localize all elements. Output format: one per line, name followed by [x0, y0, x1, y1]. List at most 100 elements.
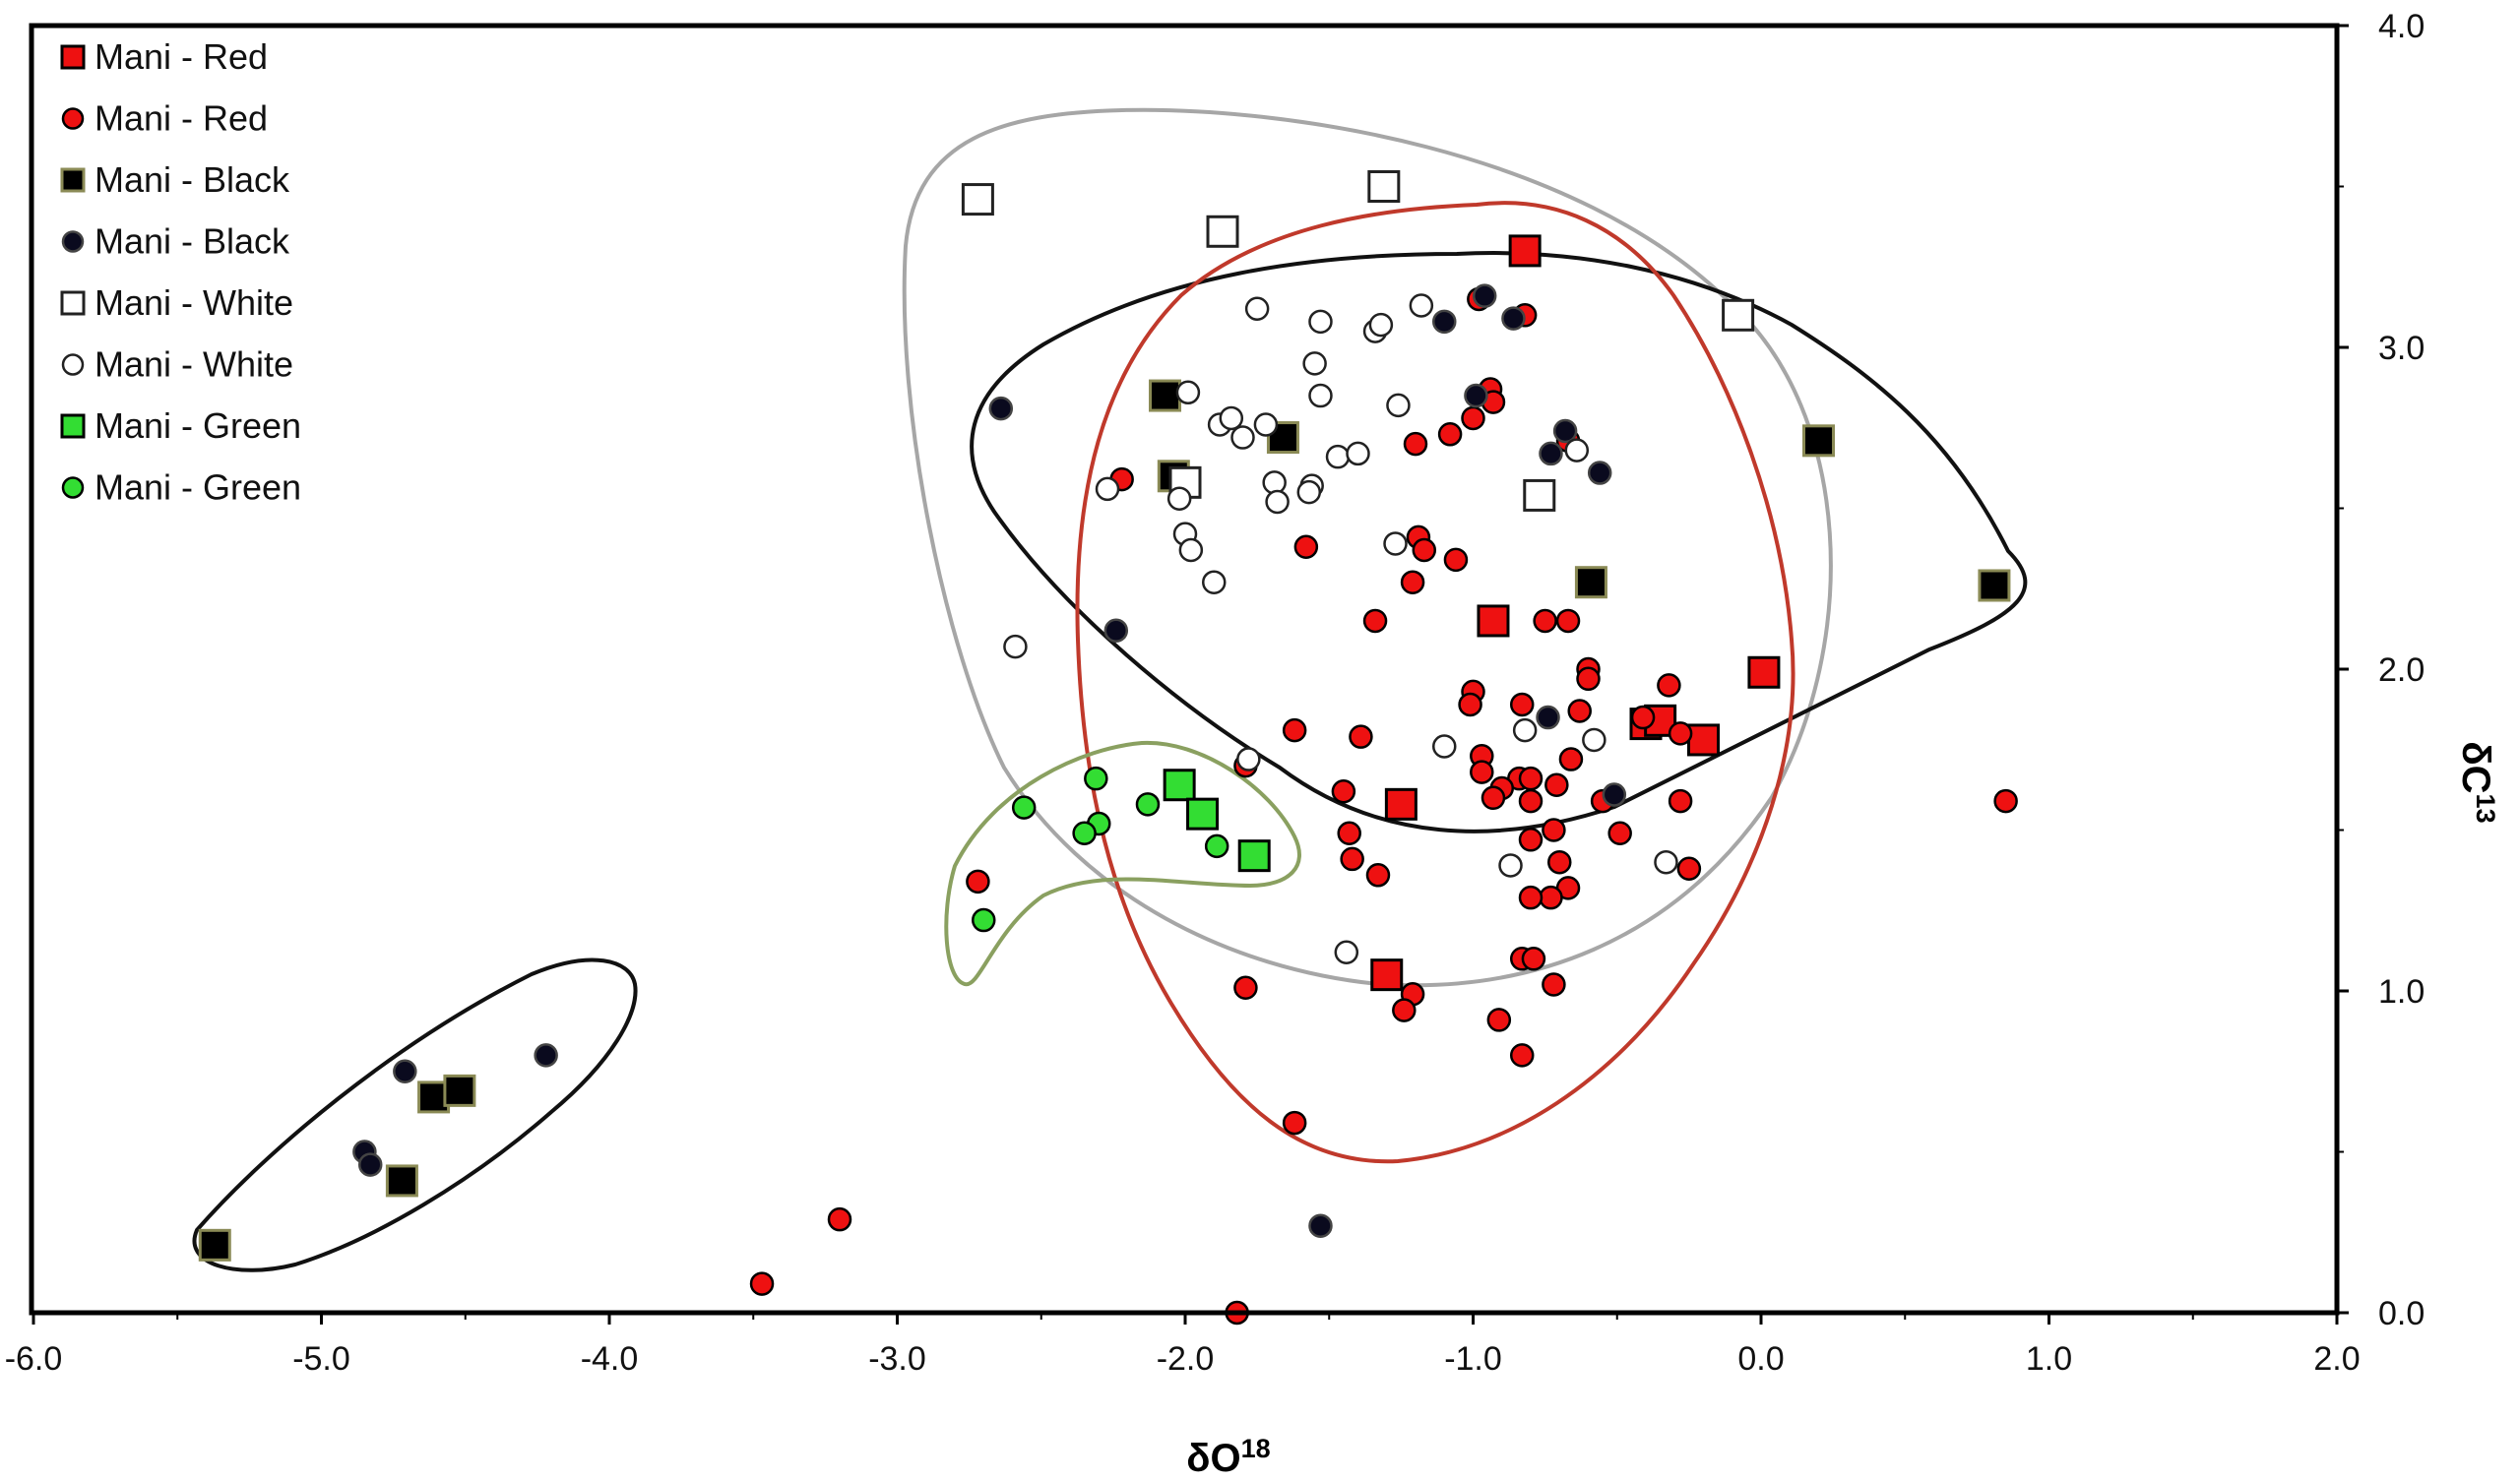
data-point-circle	[966, 869, 990, 895]
series-4	[961, 170, 1755, 512]
data-point-circle	[1308, 309, 1333, 335]
data-point-circle	[1072, 821, 1097, 846]
data-point-circle	[1166, 486, 1192, 511]
y-tick-label: 0.0	[2378, 1295, 2425, 1332]
data-point-square	[1367, 170, 1401, 203]
data-point-circle	[1501, 306, 1526, 331]
legend-marker	[60, 167, 86, 193]
data-point-circle	[1542, 818, 1566, 842]
data-point-circle	[1464, 383, 1488, 408]
data-point-circle	[1400, 570, 1425, 594]
data-point-circle	[1480, 785, 1506, 811]
data-point-circle	[1518, 788, 1544, 814]
legend-label: Mani - Red	[94, 36, 268, 77]
data-point-circle	[1392, 998, 1417, 1022]
data-point-circle	[1084, 766, 1108, 791]
data-point-circle	[1509, 692, 1535, 717]
data-point-circle	[1676, 856, 1702, 881]
data-point-square	[1747, 655, 1781, 689]
data-point-circle	[1518, 766, 1544, 791]
group-envelopes	[192, 107, 2028, 1272]
black-envelope-main	[970, 251, 2028, 833]
data-point-circle	[1365, 863, 1391, 888]
data-point-circle	[1368, 312, 1394, 338]
data-point-circle	[1282, 1110, 1307, 1136]
legend-marker	[60, 413, 86, 439]
data-point-circle	[1346, 441, 1370, 466]
data-point-square	[1477, 604, 1510, 638]
data-point-circle	[1582, 727, 1606, 753]
x-tick-label: -5.0	[292, 1340, 350, 1378]
x-axis-label-base: δO	[1186, 1437, 1240, 1480]
y-tick-label: 4.0	[2378, 8, 2425, 45]
data-point-circle	[1552, 418, 1578, 444]
data-point-square	[1384, 787, 1418, 821]
legend-label: Mani - Green	[94, 467, 301, 508]
x-axis-label-sup: 18	[1241, 1434, 1271, 1463]
data-point-circle	[1178, 537, 1204, 563]
data-point-circle	[1236, 747, 1261, 771]
data-point-circle	[1334, 940, 1359, 965]
data-point-circle	[988, 396, 1014, 421]
red-envelope	[1075, 201, 1796, 1164]
data-point-circle	[1472, 283, 1497, 308]
data-point-circle	[1230, 425, 1255, 450]
series-1	[749, 286, 2018, 1326]
data-point-circle	[1331, 779, 1356, 804]
data-point-square	[1237, 839, 1271, 873]
data-point-circle	[1539, 441, 1563, 466]
data-point-circle	[1409, 293, 1434, 318]
data-point-circle	[1470, 760, 1494, 784]
data-point-circle	[1233, 975, 1258, 1000]
green-envelope	[944, 740, 1301, 987]
data-point-square	[1149, 379, 1182, 412]
data-point-circle	[1175, 380, 1201, 405]
data-point-circle	[1095, 476, 1120, 502]
data-point-square	[1802, 424, 1835, 458]
data-point-circle	[1262, 470, 1287, 495]
data-point-circle	[1244, 296, 1270, 322]
x-axis-label: δO18	[1186, 1434, 1270, 1480]
data-point-square	[443, 1074, 476, 1107]
legend-marker	[60, 44, 86, 70]
data-point-circle	[1362, 608, 1388, 634]
y-tick-label: 2.0	[2378, 651, 2425, 689]
x-tick-label: -3.0	[868, 1340, 926, 1378]
data-point-circle	[827, 1206, 852, 1232]
data-point-circle	[1011, 795, 1037, 820]
data-point-circle	[1498, 853, 1523, 878]
x-tick-label: -4.0	[581, 1340, 639, 1378]
data-point-circle	[1437, 422, 1463, 447]
axes-group: -6.0 -5.0 -4.0 -3.0 -2.0 -1.0 0.0 1.0 2.0 0.0 1.0 2…	[5, 8, 2426, 1378]
data-point-circle	[1253, 412, 1279, 437]
data-point-circle	[1602, 782, 1627, 807]
data-point-circle	[1386, 393, 1411, 418]
series-2	[198, 379, 2011, 1262]
data-point-square	[1370, 958, 1404, 992]
data-point-circle	[1518, 885, 1544, 910]
data-point-circle	[1003, 634, 1028, 659]
data-point-circle	[393, 1059, 417, 1083]
data-point-circle	[1486, 1008, 1512, 1032]
legend-label: Mani - White	[94, 282, 293, 323]
data-point-square	[1523, 478, 1556, 512]
data-points	[198, 170, 2018, 1326]
data-point-circle	[1564, 438, 1590, 463]
data-point-circle	[1325, 444, 1351, 469]
data-point-circle	[1630, 705, 1656, 730]
data-point-circle	[1219, 405, 1244, 431]
data-point-circle	[1607, 821, 1632, 846]
data-point-circle	[1458, 692, 1482, 717]
y-tick-label: 1.0	[2378, 973, 2425, 1011]
data-point-circle	[1103, 618, 1129, 644]
data-point-circle	[534, 1043, 558, 1068]
data-point-circle	[357, 1152, 383, 1177]
data-point-circle	[1587, 461, 1612, 485]
data-point-circle	[1509, 1043, 1535, 1068]
series-7	[972, 766, 1229, 933]
data-point-circle	[1544, 772, 1569, 797]
data-point-circle	[1302, 351, 1327, 376]
data-point-circle	[1337, 821, 1361, 846]
legend-marker	[61, 476, 85, 499]
data-point-square	[961, 183, 994, 216]
